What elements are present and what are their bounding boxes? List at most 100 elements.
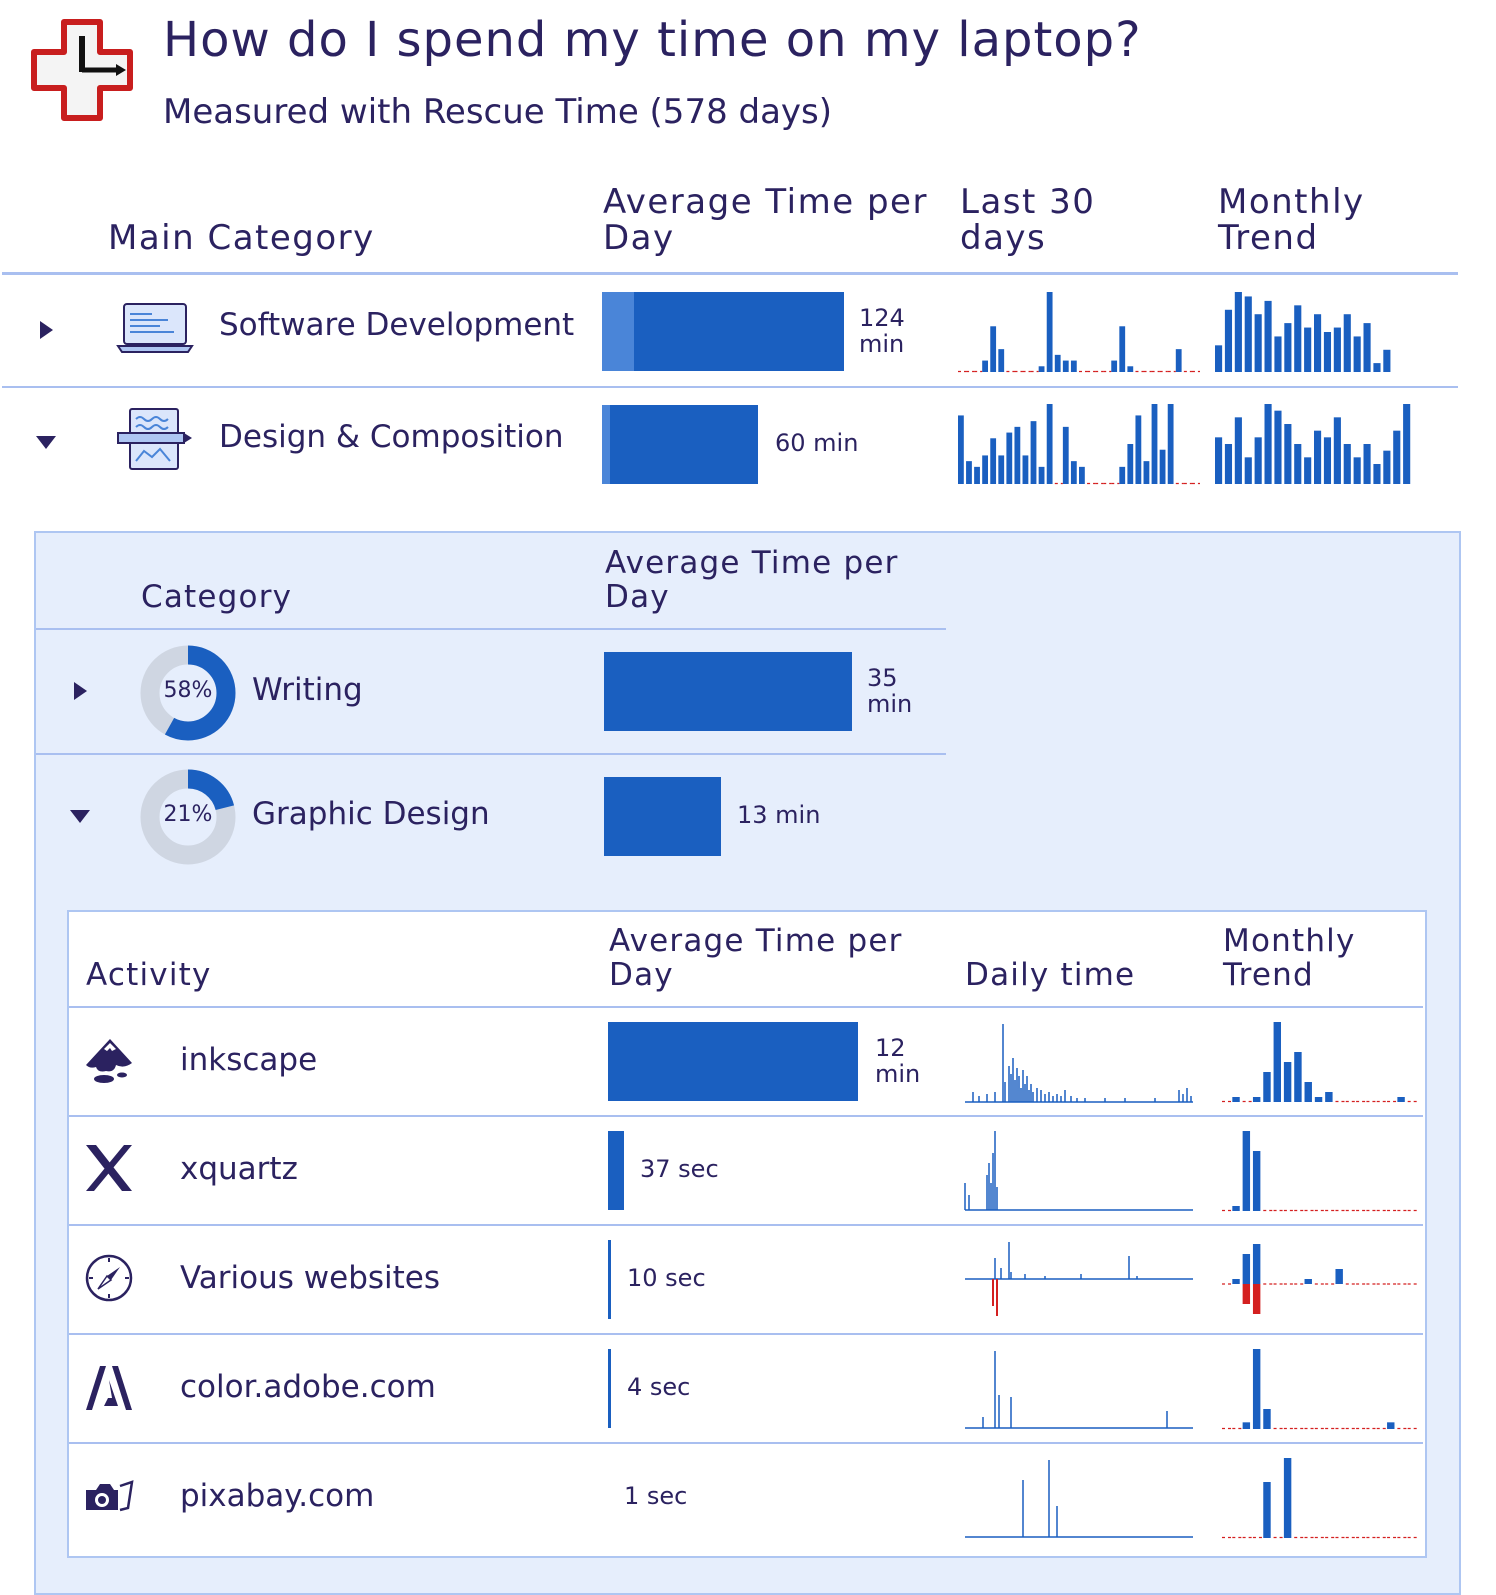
column-monthly-trend: Monthly Trend	[1223, 923, 1356, 993]
percent-label: 58%	[163, 678, 213, 703]
activity-name[interactable]: color.adobe.com	[180, 1369, 436, 1405]
camera-icon	[84, 1476, 134, 1516]
trend-bar	[1314, 430, 1322, 484]
rescuetime-logo	[30, 18, 134, 122]
trend-bar	[1038, 366, 1045, 372]
column-monthly-trend: Monthly Trend	[1218, 182, 1365, 258]
collapse-toggle-graphic-design[interactable]	[70, 810, 90, 823]
trend-bar	[1244, 457, 1252, 484]
trend-bar	[1263, 1072, 1271, 1102]
trend-bar	[1264, 300, 1272, 372]
design-document-icon	[117, 407, 192, 471]
trend-bar	[1284, 424, 1292, 484]
trend-bar	[1323, 437, 1332, 484]
trend-bar	[1127, 444, 1134, 484]
category-name[interactable]: Software Development	[219, 307, 575, 343]
column-avg-time: Average Time per Day	[609, 923, 903, 993]
activity-name[interactable]: xquartz	[180, 1151, 298, 1187]
trend-bar	[1373, 464, 1381, 484]
trend-bar	[1070, 360, 1077, 372]
trend-bar	[1314, 1097, 1323, 1102]
daily-time-chart	[965, 1242, 1193, 1316]
activity-name[interactable]: Various websites	[180, 1260, 441, 1296]
activity-name[interactable]: pixabay.com	[180, 1478, 375, 1514]
trend-bar	[1283, 1062, 1292, 1102]
trend-bar	[1254, 314, 1262, 372]
trend-bar	[1304, 457, 1312, 484]
trend-bar	[1363, 444, 1371, 484]
trend-bar	[1038, 466, 1045, 484]
expand-toggle-software-development[interactable]	[40, 321, 53, 339]
avg-time-value: 124 min	[859, 304, 905, 358]
trend-bar	[1393, 430, 1401, 484]
trend-bar	[1304, 1082, 1312, 1102]
trend-bar	[1387, 1422, 1395, 1429]
trend-bar	[974, 466, 980, 484]
trend-bar	[1294, 444, 1302, 484]
trend-bar	[1283, 1458, 1292, 1538]
trend-bar	[1252, 1097, 1261, 1102]
trend-bar	[1062, 426, 1069, 484]
activity-panel	[67, 910, 1427, 1558]
trend-bar	[1119, 466, 1126, 484]
trend-bar	[998, 349, 1005, 372]
activity-name[interactable]: inkscape	[180, 1042, 318, 1078]
trend-bar	[1333, 327, 1341, 372]
xquartz-x-icon	[84, 1143, 134, 1193]
avg-time-value: 4 sec	[627, 1373, 691, 1401]
trend-bar	[1335, 1269, 1343, 1284]
expand-toggle-writing[interactable]	[74, 682, 87, 700]
trend-bar	[1244, 296, 1252, 372]
category-name[interactable]: Graphic Design	[252, 796, 490, 832]
avg-time-value: 60 min	[775, 429, 859, 457]
trend-bar	[1294, 1052, 1302, 1102]
trend-bar	[1046, 404, 1053, 484]
trend-bar	[1119, 326, 1126, 372]
trend-bar	[1022, 455, 1029, 484]
negative-trend-bar	[1252, 1284, 1261, 1314]
trend-bar	[1232, 1097, 1240, 1102]
trend-bar	[1143, 461, 1150, 484]
daily-time-chart	[965, 1024, 1193, 1103]
laptop-code-icon	[116, 300, 194, 356]
avg-time-value: 10 sec	[627, 1264, 706, 1292]
percent-donut	[140, 645, 236, 741]
trend-bar	[1234, 417, 1242, 484]
monthly-trend-chart	[1222, 1458, 1418, 1539]
trend-bar	[1234, 292, 1242, 372]
last-30-days-sparkline	[958, 292, 1200, 373]
trend-bar	[1127, 366, 1134, 372]
trend-bar	[1353, 336, 1361, 372]
trend-bar	[998, 455, 1005, 484]
trend-bar	[1373, 363, 1381, 372]
avg-time-value: 37 sec	[640, 1155, 719, 1183]
collapse-toggle-design-composition[interactable]	[36, 436, 56, 449]
category-name[interactable]: Writing	[252, 672, 363, 708]
trend-bar	[1167, 404, 1174, 484]
trend-bar	[1054, 354, 1061, 372]
trend-bar	[1224, 444, 1233, 484]
trend-bar	[1304, 327, 1312, 372]
trend-bar	[966, 461, 972, 484]
trend-bar	[990, 326, 997, 372]
donut-fill	[140, 769, 236, 865]
trend-bar	[1263, 1409, 1271, 1429]
trend-bar	[1046, 292, 1053, 372]
trend-bar	[1273, 1022, 1282, 1102]
avg-time-bar	[608, 1349, 611, 1428]
column-daily-time: Daily time	[965, 957, 1136, 993]
page-subtitle: Measured with Rescue Time (578 days)	[163, 92, 833, 132]
category-name[interactable]: Design & Composition	[219, 419, 564, 455]
avg-time-bar	[604, 652, 852, 731]
percent-donut	[140, 769, 236, 865]
daily-time-chart	[965, 1351, 1193, 1429]
trend-bar	[1135, 415, 1142, 484]
trend-bar	[1151, 404, 1158, 484]
avg-time-bar	[610, 405, 758, 484]
trend-bar	[1030, 421, 1037, 484]
trend-bar	[1323, 332, 1332, 372]
trend-bar	[1353, 457, 1361, 484]
trend-bar	[1274, 336, 1282, 372]
avg-bar-previous	[602, 405, 610, 484]
trend-bar	[1343, 314, 1351, 372]
